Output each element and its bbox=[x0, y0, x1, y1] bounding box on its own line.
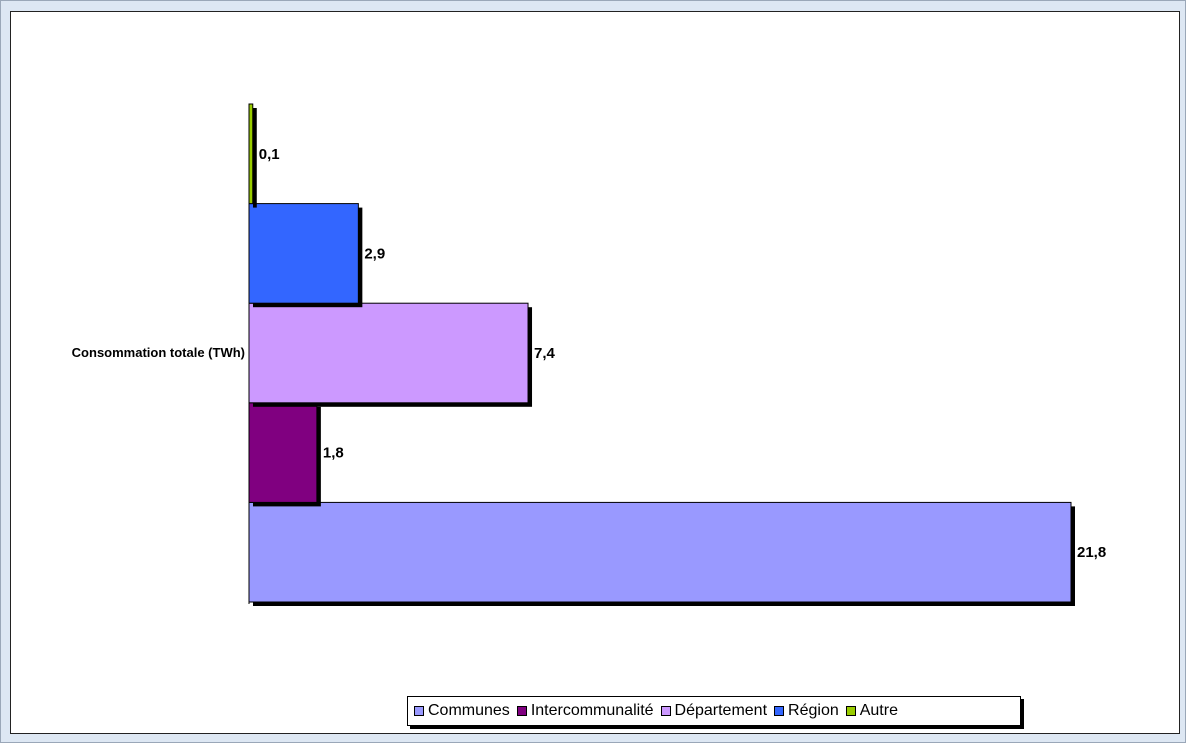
bar-departement bbox=[248, 302, 529, 404]
bar-chart: Consommation totale (TWh) 21,8 1,8 7,4 2,9 0… bbox=[72, 103, 1106, 606]
bar-autre bbox=[248, 103, 254, 205]
legend-swatch-region bbox=[774, 706, 785, 716]
data-label-region: 2,9 bbox=[364, 245, 385, 262]
bar-communes bbox=[248, 501, 1072, 603]
legend-swatch-communes bbox=[414, 706, 424, 716]
bar-shadow-autre bbox=[253, 108, 257, 208]
legend-item-intercommunalite: Intercommunalité bbox=[516, 702, 654, 720]
legend-swatch-intercommunalite bbox=[516, 706, 527, 716]
category-label: Consommation totale (TWh) bbox=[72, 345, 245, 360]
legend-label-intercommunalite: Intercommunalité bbox=[530, 702, 654, 719]
legend-item-autre: Autre bbox=[845, 702, 898, 720]
plot-area: Consommation totale (TWh) 21,8 1,8 7,4 2,9 0… bbox=[10, 11, 1180, 734]
data-label-autre: 0,1 bbox=[259, 146, 280, 163]
data-label-departement: 7,4 bbox=[534, 345, 556, 362]
bar-region bbox=[248, 203, 359, 304]
legend-label-communes: Communes bbox=[428, 702, 510, 719]
legend-label-autre: Autre bbox=[859, 702, 898, 719]
legend-item-departement: Département bbox=[660, 702, 768, 720]
bars-group: 21,8 1,8 7,4 2,9 0,1 bbox=[248, 103, 1106, 606]
legend-label-departement: Département bbox=[674, 702, 768, 719]
legend-item-region: Région bbox=[774, 702, 839, 720]
data-label-communes: 21,8 bbox=[1077, 544, 1106, 561]
legend-swatch-departement bbox=[660, 706, 671, 716]
legend-swatch-autre bbox=[845, 706, 856, 716]
legend: Communes Intercommunalité Département Ré… bbox=[407, 696, 1021, 726]
bar-intercommunalite bbox=[248, 402, 318, 503]
legend-label-region: Région bbox=[788, 702, 839, 719]
data-label-intercommunalite: 1,8 bbox=[323, 445, 344, 462]
legend-item-communes: Communes bbox=[414, 702, 510, 720]
